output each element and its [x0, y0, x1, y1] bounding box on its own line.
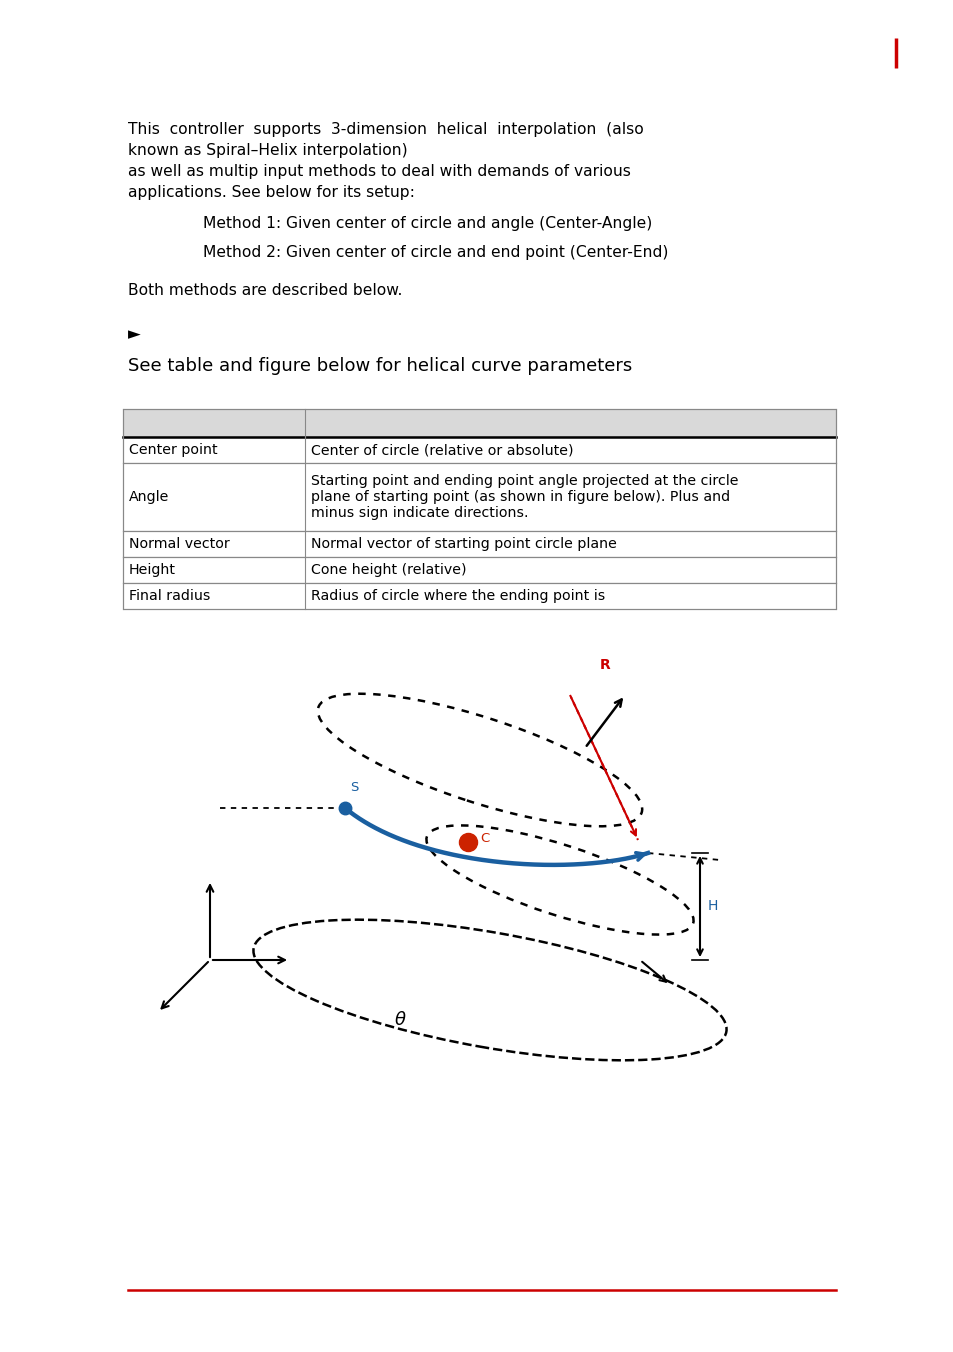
Text: Final radius: Final radius: [129, 589, 211, 603]
Text: Method 2: Given center of circle and end point (Center-End): Method 2: Given center of circle and end…: [203, 245, 668, 260]
Text: Height: Height: [129, 562, 175, 577]
Text: applications. See below for its setup:: applications. See below for its setup:: [128, 185, 415, 200]
Bar: [123, 557, 835, 583]
Text: See table and figure below for helical curve parameters: See table and figure below for helical c…: [128, 357, 632, 375]
Text: as well as multip input methods to deal with demands of various: as well as multip input methods to deal …: [128, 164, 630, 178]
Text: Cone height (relative): Cone height (relative): [311, 562, 466, 577]
Bar: [123, 531, 835, 557]
Text: Radius of circle where the ending point is: Radius of circle where the ending point …: [311, 589, 604, 603]
Bar: [123, 462, 835, 531]
Text: Normal vector: Normal vector: [129, 537, 230, 552]
Text: Center point: Center point: [129, 443, 217, 457]
Text: Angle: Angle: [129, 489, 170, 504]
Text: Normal vector of starting point circle plane: Normal vector of starting point circle p…: [311, 537, 617, 552]
Text: known as Spiral–Helix interpolation): known as Spiral–Helix interpolation): [128, 143, 407, 158]
Text: $\theta$: $\theta$: [394, 1011, 406, 1029]
Text: Both methods are described below.: Both methods are described below.: [128, 283, 402, 297]
Text: Center of circle (relative or absolute): Center of circle (relative or absolute): [311, 443, 573, 457]
Bar: [123, 410, 835, 437]
Text: Starting point and ending point angle projected at the circle
plane of starting : Starting point and ending point angle pr…: [311, 473, 738, 521]
Text: H: H: [707, 899, 718, 914]
Bar: [123, 437, 835, 462]
Text: ►: ►: [128, 324, 141, 343]
Text: R: R: [599, 658, 610, 672]
Bar: [123, 583, 835, 608]
Text: This  controller  supports  3-dimension  helical  interpolation  (also: This controller supports 3-dimension hel…: [128, 122, 643, 137]
Text: C: C: [479, 833, 489, 845]
Text: Method 1: Given center of circle and angle (Center-Angle): Method 1: Given center of circle and ang…: [203, 216, 652, 231]
Text: S: S: [350, 781, 358, 794]
